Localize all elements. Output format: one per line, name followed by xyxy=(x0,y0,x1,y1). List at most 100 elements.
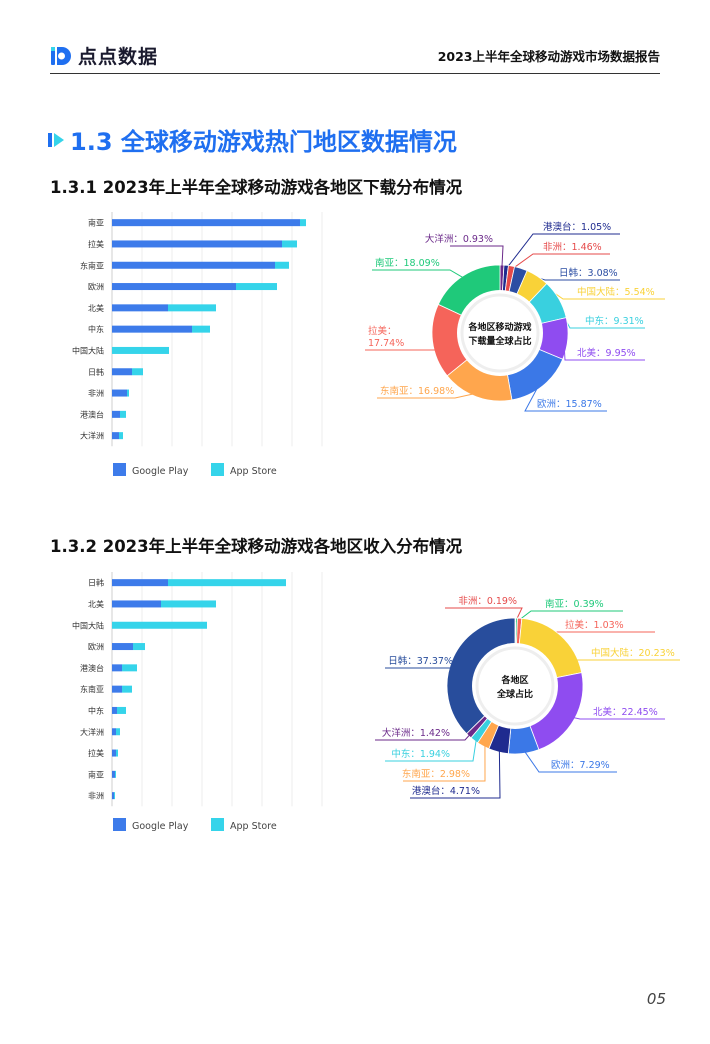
bar-app-store xyxy=(119,432,123,440)
bar-google-play xyxy=(112,389,127,397)
bar-google-play xyxy=(112,410,120,418)
leader-line xyxy=(505,233,620,270)
bar-google-play xyxy=(112,304,168,312)
leader-line xyxy=(385,661,461,669)
slice-label: 非洲：0.19% xyxy=(458,595,517,607)
section-title-text: 1.3 全球移动游戏热门地区数据情况 xyxy=(70,128,457,156)
category-label: 北美 xyxy=(88,599,104,609)
revenue-chart-title: 1.3.2 2023年上半年全球移动游戏各地区收入分布情况 xyxy=(50,537,463,556)
legend-label: Google Play xyxy=(132,821,189,832)
category-label: 南亚 xyxy=(88,218,104,228)
category-label: 中东 xyxy=(88,324,104,334)
donut-inner-ring xyxy=(460,293,540,373)
legend-swatch-google-play xyxy=(113,818,126,831)
slice-label: 东南亚：16.98% xyxy=(380,385,454,397)
legend-label: Google Play xyxy=(132,466,189,477)
bar-google-play xyxy=(112,240,282,248)
category-label: 东南亚 xyxy=(80,260,104,270)
category-label: 拉美 xyxy=(88,239,104,249)
category-label: 非洲 xyxy=(88,791,104,801)
slice-label: 大洋洲：0.93% xyxy=(425,233,493,245)
brand-name: 点点数据 xyxy=(78,46,159,68)
header-divider xyxy=(50,73,660,74)
bar-app-store xyxy=(117,706,126,714)
slice-label: 北美：9.95% xyxy=(577,347,636,359)
bar-google-play xyxy=(112,792,114,800)
bar-app-store xyxy=(120,410,126,418)
bar-google-play xyxy=(112,685,122,693)
bar-google-play xyxy=(112,749,116,757)
bar-google-play xyxy=(112,283,236,291)
category-label: 日韩 xyxy=(88,578,104,588)
leader-line xyxy=(365,340,437,351)
category-label: 港澳台 xyxy=(80,409,104,419)
bar-app-store xyxy=(116,728,120,736)
bar-google-play xyxy=(112,664,122,672)
section-title: 1.3 全球移动游戏热门地区数据情况 xyxy=(48,122,457,157)
leader-line xyxy=(510,253,610,271)
category-label: 大洋洲 xyxy=(80,727,104,737)
bar-app-store xyxy=(115,770,116,778)
report-title: 2023上半年全球移动游戏市场数据报告 xyxy=(437,49,660,64)
slice-label: 北美：22.45% xyxy=(593,706,658,718)
slice-label: 港澳台：4.71% xyxy=(412,785,480,797)
bar-google-play xyxy=(112,432,119,440)
category-label: 南亚 xyxy=(88,769,104,779)
bar-google-play xyxy=(112,261,275,269)
donut-center-label: 全球占比 xyxy=(496,688,533,700)
bar-app-store xyxy=(161,600,216,608)
bar-app-store xyxy=(132,368,143,376)
brand-logo: 点点数据 xyxy=(50,42,158,69)
bar-google-play xyxy=(112,643,133,651)
slice-label: 中东：9.31% xyxy=(585,315,644,327)
donut-center-label: 各地区移动游戏 xyxy=(467,321,531,333)
legend-swatch-app-store xyxy=(211,463,224,476)
triangle-marker-icon xyxy=(48,132,64,147)
category-label: 非洲 xyxy=(88,388,104,398)
bar-app-store xyxy=(116,749,118,757)
bar-google-play xyxy=(112,579,168,587)
leader-line xyxy=(445,607,523,623)
slice-label: 日韩：3.08% xyxy=(559,267,618,279)
category-label: 日韩 xyxy=(88,367,104,377)
logo-icon xyxy=(51,46,71,65)
bar-google-play xyxy=(112,600,161,608)
slice-label: 南亚：18.09% xyxy=(375,257,440,269)
donut-center-label: 下载量全球占比 xyxy=(468,335,531,347)
category-label: 中国大陆 xyxy=(72,620,104,630)
slice-label: 中国大陆：5.54% xyxy=(577,286,655,298)
category-label: 中国大陆 xyxy=(72,345,104,355)
legend-swatch-google-play xyxy=(113,463,126,476)
leader-line xyxy=(403,742,486,782)
download-donut-chart: 大洋洲：0.93% 港澳台：1.05% 非洲：1.46% 日韩：3.08% 中国大陆：5… xyxy=(365,221,665,412)
slice-label: 欧洲：7.29% xyxy=(551,759,610,771)
bar-app-store xyxy=(275,261,289,269)
category-label: 大洋洲 xyxy=(80,431,104,441)
slice-label: 拉美：1.03% xyxy=(565,619,624,631)
slice-label: 欧洲：15.87% xyxy=(537,398,602,410)
category-label: 拉美 xyxy=(88,748,104,758)
slice-label: 东南亚：2.98% xyxy=(402,768,470,780)
slice-label: 拉美： xyxy=(368,325,397,337)
leader-line xyxy=(375,732,472,741)
bar-app-store xyxy=(168,579,286,587)
bar-app-store xyxy=(122,685,132,693)
page-number: 05 xyxy=(646,990,666,1008)
leader-line xyxy=(410,748,501,799)
bar-app-store xyxy=(112,621,207,629)
bar-app-store xyxy=(127,389,129,397)
donut-center-label: 各地区 xyxy=(500,674,528,686)
bar-app-store xyxy=(122,664,137,672)
leader-line xyxy=(557,638,680,661)
bar-google-play xyxy=(112,770,115,778)
category-label: 东南亚 xyxy=(80,684,104,694)
slice-label: 日韩：37.37% xyxy=(388,655,453,667)
leader-line xyxy=(522,749,617,773)
slice-value: 17.74% xyxy=(368,338,404,349)
bar-app-store xyxy=(192,325,210,333)
leader-line xyxy=(563,338,645,361)
category-label: 欧洲 xyxy=(88,282,104,292)
bar-app-store xyxy=(168,304,216,312)
